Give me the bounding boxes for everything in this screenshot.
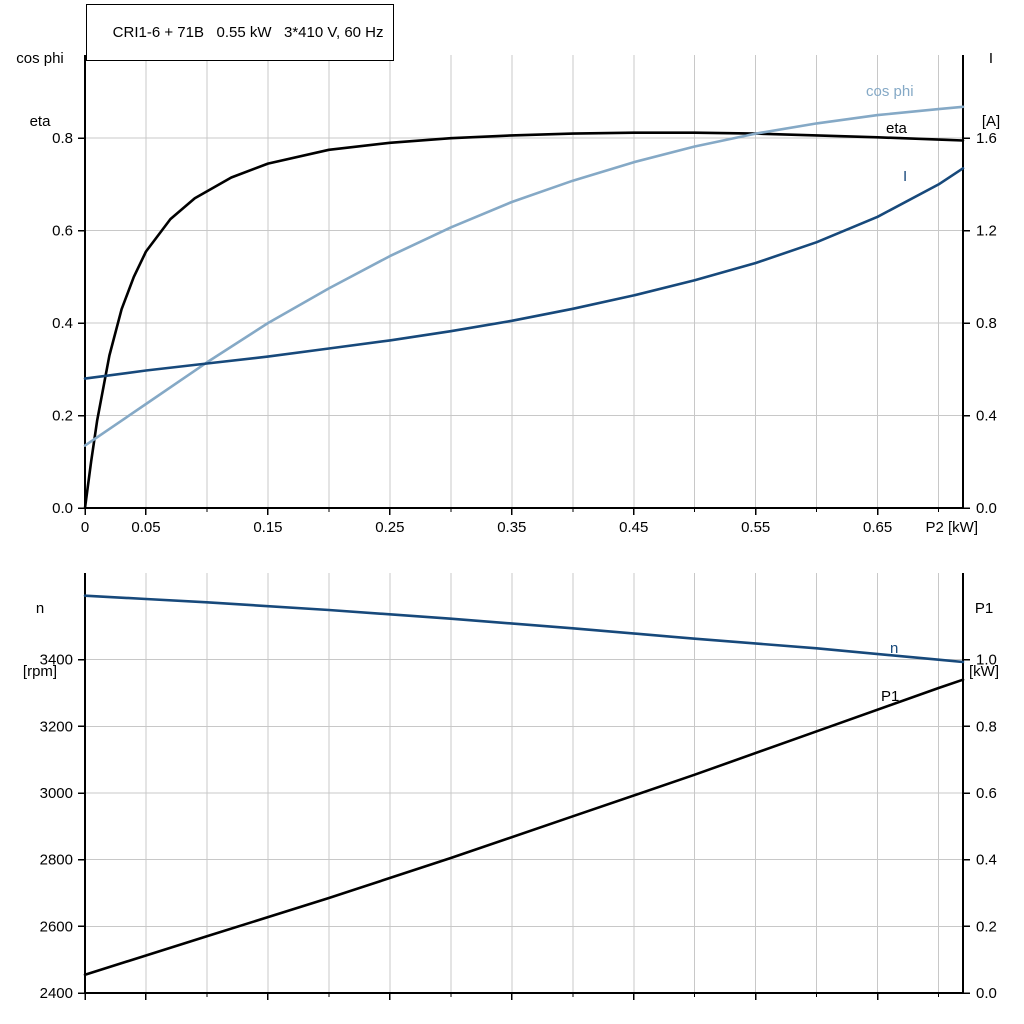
series-line-p1 — [83, 678, 965, 977]
tick-label-x: 0.25 — [375, 519, 404, 536]
x-axis-label: P2 [kW] — [925, 519, 978, 536]
tick-label-right: 0.8 — [976, 718, 997, 735]
left-axis-title-line1: cos phi — [16, 50, 64, 67]
series-line-current-I — [83, 167, 965, 380]
series-label-cos-phi: cos phi — [866, 83, 914, 100]
series-label-current: I — [903, 168, 908, 185]
tick-label-x: 0.65 — [863, 519, 892, 536]
chart-title: CRI1-6 + 71B 0.55 kW 3*410 V, 60 Hz — [112, 24, 384, 41]
right-axis-title-top: I [A] — [962, 6, 1020, 174]
tick-label-left: 0.4 — [52, 315, 73, 332]
right-axis-title-bottom-line1: P1 — [974, 600, 994, 617]
series-line-speed-n — [83, 594, 965, 664]
tick-label-left: 2400 — [40, 985, 73, 1002]
tick-label-left: 2600 — [40, 918, 73, 935]
series-label-p1: P1 — [881, 688, 900, 705]
right-axis-title-line2: [A] — [981, 113, 1001, 130]
tick-label-x: 0.35 — [497, 519, 526, 536]
series-line-eta — [83, 131, 965, 510]
tick-label-left: 3400 — [40, 652, 73, 669]
right-axis-title-line1: I — [988, 50, 994, 67]
tick-label-left: 0.6 — [52, 223, 73, 240]
tick-label-right: 1.6 — [976, 130, 997, 147]
tick-label-right: 1.2 — [976, 223, 997, 240]
tick-label-right: 0.0 — [976, 500, 997, 517]
tick-label-x: 0.55 — [741, 519, 770, 536]
tick-label-right: 0.2 — [976, 918, 997, 935]
tick-label-left: 0.2 — [52, 408, 73, 425]
left-axis-title-line2: eta — [29, 113, 51, 130]
series-line-cos-phi — [83, 105, 965, 447]
right-axis-title-bottom: P1 [kW] — [948, 556, 1020, 724]
tick-label-x: 0 — [81, 519, 89, 536]
tick-label-right: 0.4 — [976, 408, 997, 425]
left-axis-title-top: cos phi eta — [4, 6, 76, 174]
left-axis-title-bottom-line1: n — [35, 600, 45, 617]
tick-label-right: 0.4 — [976, 852, 997, 869]
chart-title-box: CRI1-6 + 71B 0.55 kW 3*410 V, 60 Hz — [86, 4, 394, 61]
left-axis-title-bottom: n [rpm] — [2, 556, 78, 724]
tick-label-right: 1.0 — [976, 652, 997, 669]
left-axis-title-bottom-line2: [rpm] — [22, 663, 58, 680]
tick-label-right: 0.0 — [976, 985, 997, 1002]
tick-label-left: 0.8 — [52, 130, 73, 147]
tick-label-x: 0.15 — [253, 519, 282, 536]
tick-label-right: 0.8 — [976, 315, 997, 332]
series-label-speed: n — [890, 640, 899, 657]
right-axis-title-bottom-line2: [kW] — [969, 663, 999, 680]
tick-label-left: 0.0 — [52, 500, 73, 517]
tick-label-left: 2800 — [40, 852, 73, 869]
tick-label-right: 0.6 — [976, 785, 997, 802]
tick-label-left: 3200 — [40, 718, 73, 735]
series-label-eta: eta — [886, 120, 907, 137]
tick-label-left: 3000 — [40, 785, 73, 802]
tick-label-x: 0.05 — [131, 519, 160, 536]
tick-label-x: 0.45 — [619, 519, 648, 536]
